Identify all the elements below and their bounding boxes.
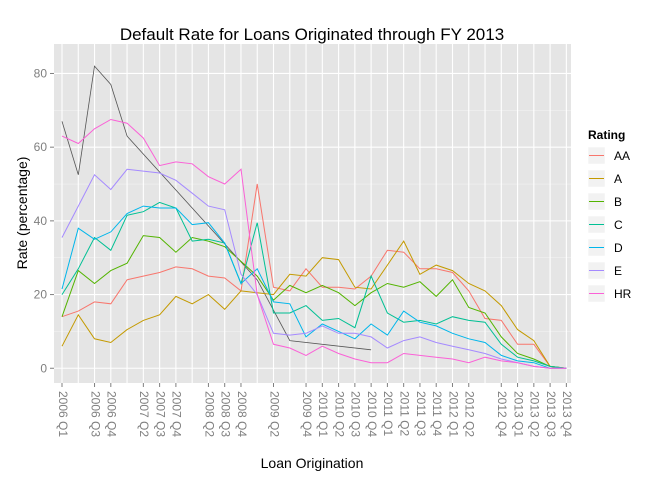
x-tick-label: 2011 Q2 [397, 391, 411, 436]
y-tick-label: 60 [34, 140, 48, 154]
chart-title: Default Rate for Loans Originated throug… [120, 25, 504, 44]
x-tick-label: 2010 Q3 [349, 391, 363, 437]
x-tick-label: 2006 Q4 [105, 391, 119, 437]
y-tick-label: 40 [34, 214, 48, 228]
grid-major [54, 44, 571, 383]
x-tick-label: 2009 Q4 [300, 391, 314, 437]
series-line-c [61, 201, 567, 369]
x-tick-label: 2006 Q3 [88, 391, 102, 437]
legend-label-hr: HR [614, 287, 632, 301]
y-axis: 0 20 40 60 80 [34, 66, 54, 375]
series-layer [61, 65, 567, 369]
x-tick-label: 2013 Q4 [560, 391, 574, 437]
y-tick-label: 20 [34, 288, 48, 302]
legend-label-e: E [614, 264, 622, 278]
x-tick-label: 2008 Q3 [219, 391, 233, 437]
x-tick-label: 2011 Q1 [381, 391, 395, 436]
legend-label-c: C [614, 218, 623, 232]
legend-title: Rating [588, 128, 625, 142]
x-tick-label: 2007 Q2 [137, 391, 151, 437]
x-tick-label: 2007 Q4 [170, 391, 184, 437]
x-tick-label: 2012 Q4 [495, 391, 509, 437]
x-tick-label: 2013 Q3 [544, 391, 558, 437]
y-axis-title: Rate (percentage) [14, 157, 30, 270]
x-tick-label: 2011 Q3 [414, 391, 428, 436]
x-tick-label: 2010 Q1 [316, 391, 330, 437]
y-tick-label: 0 [40, 361, 47, 375]
x-tick-label: 2010 Q2 [332, 391, 346, 437]
x-axis: 2006 Q1 2006 Q3 2006 Q4 2007 Q2 2007 Q3 2007 … [56, 383, 574, 437]
x-tick-label: 2008 Q2 [202, 391, 216, 437]
legend-label-b: B [614, 195, 622, 209]
x-axis-title: Loan Origination [261, 455, 364, 471]
legend-label-d: D [614, 241, 623, 255]
series-line-e [61, 168, 567, 369]
series-line-b [61, 235, 567, 369]
x-tick-label: 2008 Q4 [235, 391, 249, 437]
series-line-a [61, 240, 567, 369]
x-tick-label: 2012 Q2 [463, 391, 477, 437]
series-line-aa [61, 183, 567, 369]
x-tick-label: 2011 Q4 [430, 391, 444, 436]
x-tick-label: 2007 Q3 [153, 391, 167, 437]
x-tick-label: 2012 Q1 [446, 391, 460, 437]
x-tick-label: 2009 Q2 [267, 391, 281, 437]
x-tick-label: 2013 Q2 [528, 391, 542, 437]
x-tick-label: 2013 Q1 [511, 391, 525, 437]
extra-line [61, 65, 372, 351]
legend-label-aa: AA [614, 149, 630, 163]
series-line-d [61, 205, 567, 369]
series-line-hr [61, 118, 567, 369]
y-tick-label: 80 [34, 66, 48, 80]
x-tick-label: 2010 Q4 [365, 391, 379, 437]
legend-label-a: A [614, 172, 622, 186]
x-tick-label: 2006 Q1 [56, 391, 70, 437]
